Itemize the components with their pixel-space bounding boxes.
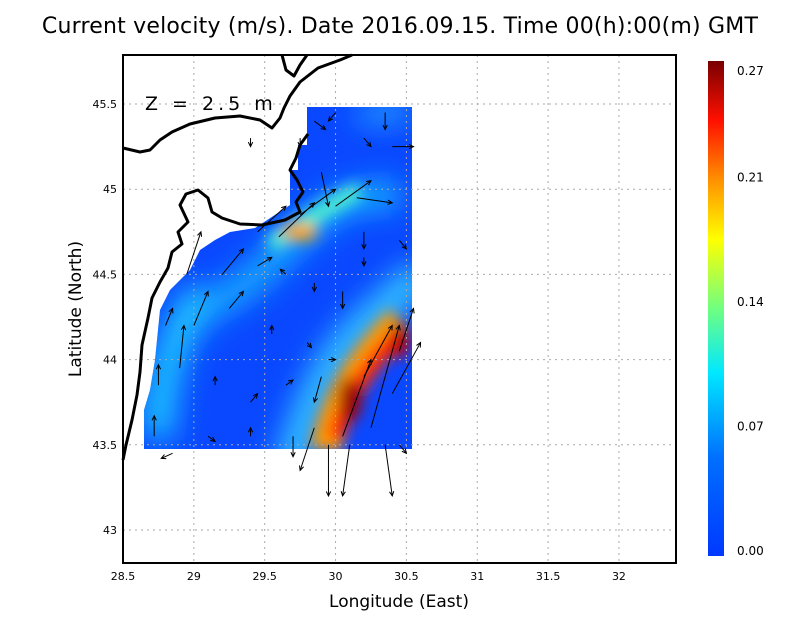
velocity-arrow: [193, 290, 209, 326]
x-tick-label: 29.5: [252, 570, 277, 583]
velocity-arrow: [228, 290, 245, 309]
velocity-arrow: [306, 342, 313, 349]
plot-frame: [122, 54, 677, 564]
velocity-arrow: [221, 247, 245, 275]
velocity-arrow: [247, 138, 254, 148]
velocity-arrow: [290, 436, 296, 458]
velocity-arrow: [155, 363, 162, 386]
colorbar-tick-label: 0.07: [737, 420, 764, 434]
velocity-arrow: [398, 240, 408, 250]
velocity-arrow: [279, 268, 287, 275]
velocity-arrows: [151, 112, 422, 498]
colorbar-tick-labels: 0.00 0.07 0.14 0.21 0.27: [737, 64, 764, 558]
x-tick-label: 31.5: [536, 570, 561, 583]
velocity-arrow: [297, 138, 303, 148]
velocity-arrow: [392, 143, 415, 150]
velocity-field: [144, 107, 412, 449]
colorbar-tick-label: 0.27: [737, 64, 764, 78]
depth-annotation: Z = 2.5 m: [145, 93, 277, 115]
velocity-arrow: [186, 230, 203, 275]
y-tick-labels: 43 43.5 44 44.5 45 45.5: [93, 98, 118, 537]
velocity-arrow: [311, 282, 317, 293]
velocity-arrow: [340, 291, 346, 310]
colorbar-tick-label: 0.14: [737, 295, 764, 309]
velocity-arrow: [285, 379, 294, 386]
colorbar-tick-label: 0.21: [737, 171, 764, 185]
velocity-arrow: [328, 356, 337, 363]
velocity-arrow: [398, 307, 415, 352]
velocity-arrow: [320, 172, 331, 208]
y-tick-label: 44.5: [93, 268, 118, 281]
grid-lines: [123, 55, 676, 563]
velocity-arrow: [151, 414, 157, 437]
x-axis-label: Longitude (East): [329, 592, 469, 612]
velocity-arrow: [312, 376, 322, 404]
velocity-arrow: [298, 427, 315, 472]
velocity-arrow: [361, 257, 367, 268]
velocity-arrow: [327, 112, 336, 122]
coastline: [121, 53, 353, 461]
y-tick-label: 45.5: [93, 98, 118, 111]
velocity-arrow: [313, 120, 327, 131]
velocity-arrow: [250, 392, 259, 403]
colorbar: [708, 61, 724, 556]
y-axis-label: Latitude (North): [66, 241, 86, 377]
y-tick-label: 43: [103, 524, 117, 537]
velocity-arrow: [335, 180, 372, 207]
velocity-arrow: [257, 205, 287, 233]
velocity-arrow: [160, 452, 173, 460]
y-tick-label: 44: [103, 354, 117, 367]
colorbar-tick-label: 0.00: [737, 544, 764, 558]
x-tick-label: 28.5: [111, 570, 136, 583]
velocity-arrow: [398, 444, 408, 455]
velocity-arrow: [269, 324, 275, 335]
x-tick-label: 31: [470, 570, 484, 583]
x-tick-label: 32: [612, 570, 626, 583]
velocity-arrow: [382, 112, 388, 131]
y-tick-label: 45: [103, 183, 117, 196]
velocity-arrow: [179, 324, 187, 369]
y-tick-label: 43.5: [93, 439, 118, 452]
velocity-arrow: [356, 197, 394, 205]
x-tick-labels: 28.5 29 29.5 30 30.5 31 31.5 32: [111, 570, 626, 583]
velocity-arrow: [384, 444, 395, 498]
velocity-arrow: [165, 307, 174, 326]
velocity-arrow: [207, 435, 217, 443]
velocity-arrow: [363, 324, 393, 377]
velocity-arrow: [257, 256, 273, 267]
velocity-arrow: [299, 188, 337, 216]
velocity-arrow: [391, 341, 422, 394]
velocity-arrow: [212, 375, 218, 386]
chart-title: Current velocity (m/s). Date 2016.09.15.…: [41, 14, 759, 39]
velocity-arrow: [370, 324, 401, 428]
velocity-arrow: [361, 231, 367, 250]
x-tick-label: 30: [329, 570, 343, 583]
x-tick-label: 30.5: [394, 570, 419, 583]
x-tick-label: 29: [187, 570, 201, 583]
velocity-arrow: [363, 137, 372, 148]
velocity-arrow: [340, 444, 351, 498]
velocity-arrow: [247, 426, 254, 437]
velocity-arrow: [325, 444, 332, 498]
